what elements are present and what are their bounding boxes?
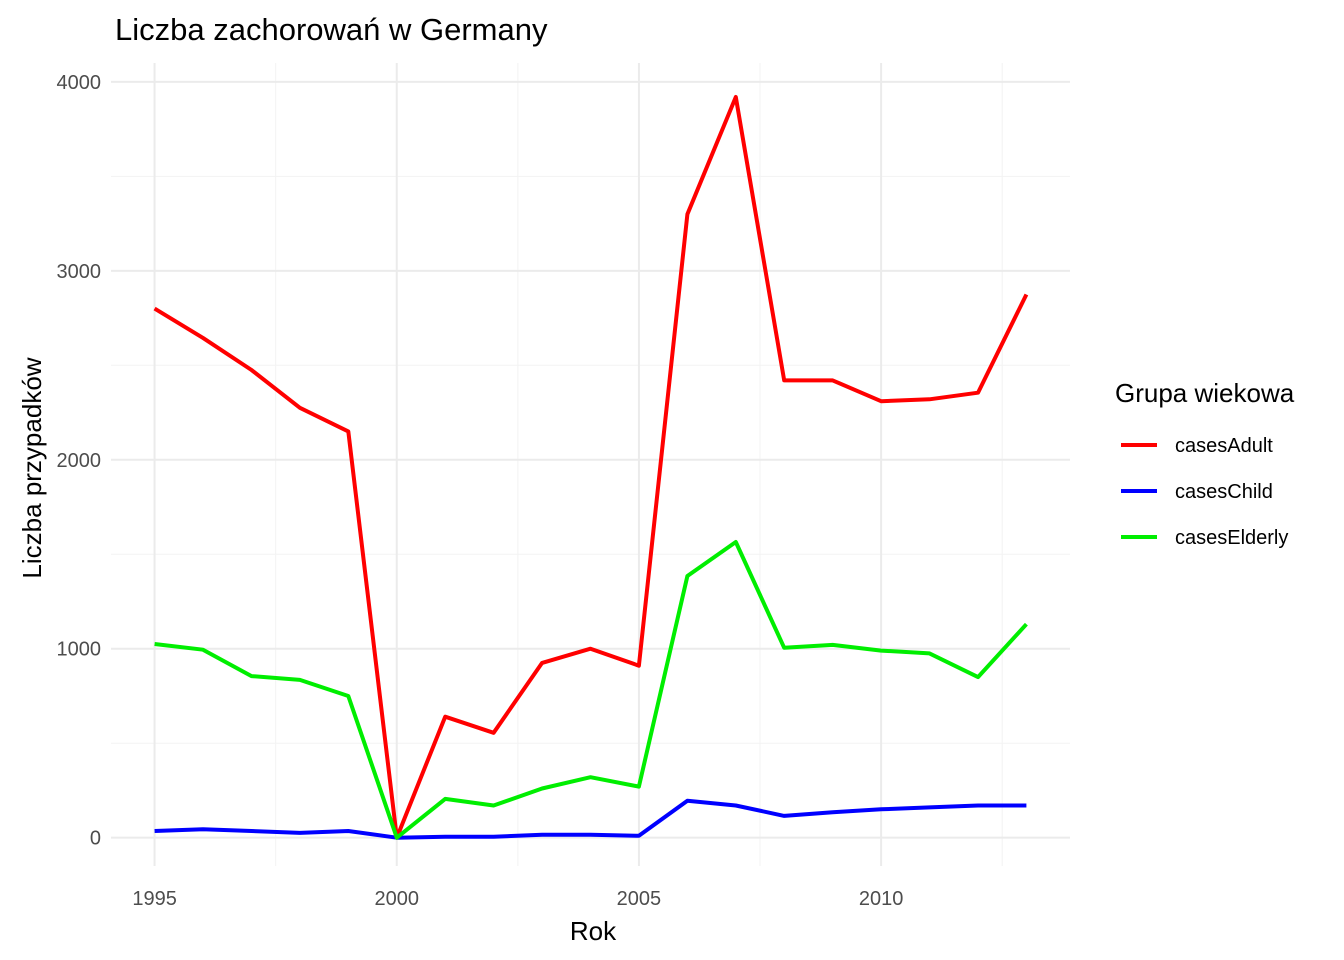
x-tick-label: 1995 <box>132 888 177 910</box>
legend-label-casesAdult: casesAdult <box>1175 435 1273 457</box>
legend-label-casesChild: casesChild <box>1175 481 1273 503</box>
y-tick-label: 3000 <box>57 261 102 283</box>
chart-title: Liczba zachorowań w Germany <box>115 12 548 47</box>
legend: casesAdult casesChild casesElderly <box>1121 435 1288 549</box>
y-tick-label: 2000 <box>57 450 102 472</box>
legend-label-casesElderly: casesElderly <box>1175 527 1288 549</box>
grid <box>111 63 1070 866</box>
y-axis-ticks: 0 1000 2000 3000 4000 <box>57 72 102 850</box>
x-tick-label: 2005 <box>617 888 662 910</box>
x-tick-label: 2000 <box>375 888 420 910</box>
legend-title: Grupa wiekowa <box>1115 378 1295 408</box>
x-tick-label: 2010 <box>859 888 904 910</box>
x-axis-title: Rok <box>570 916 617 946</box>
series-line-casesAdult <box>153 95 1029 840</box>
y-tick-label: 0 <box>90 828 101 850</box>
x-axis-ticks: 1995 2000 2005 2010 <box>132 888 903 910</box>
series-line-casesChild <box>154 798 1027 840</box>
series-line-casesElderly <box>154 540 1028 840</box>
y-tick-label: 1000 <box>57 639 102 661</box>
y-axis-title: Liczba przypadków <box>17 357 47 578</box>
series-lines <box>153 95 1029 840</box>
y-tick-label: 4000 <box>57 72 102 94</box>
